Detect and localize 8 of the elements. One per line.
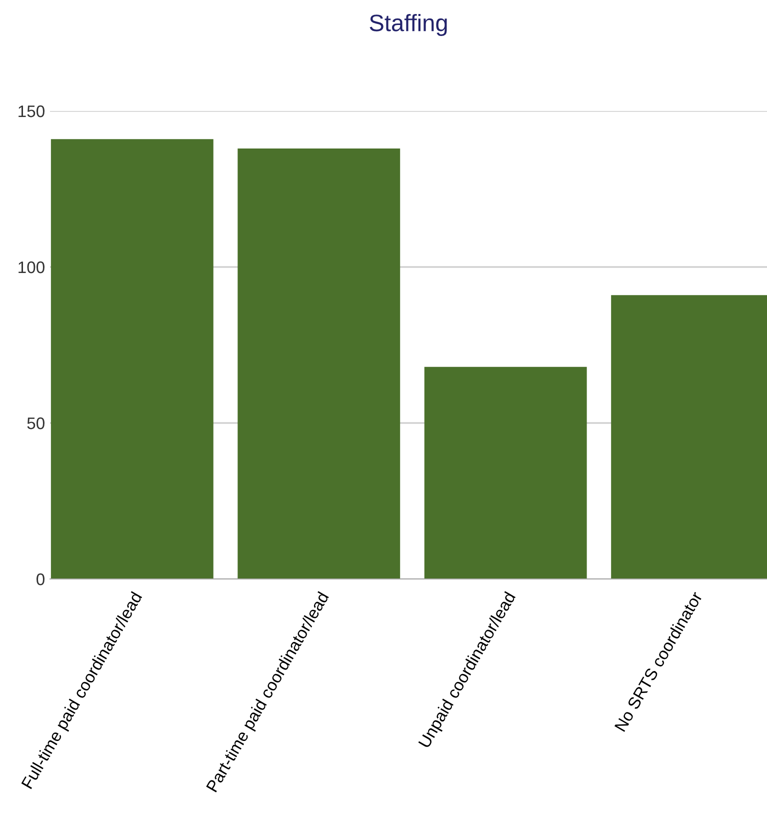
bar (238, 148, 400, 579)
chart-title: Staffing (370, 14, 447, 36)
y-tick-label: 0 (36, 573, 44, 586)
y-tick-label: 150 (18, 105, 44, 118)
y-tick-label: 100 (18, 261, 44, 274)
bar (50, 139, 214, 579)
bar (424, 366, 587, 579)
y-tick-label: 50 (27, 417, 44, 430)
